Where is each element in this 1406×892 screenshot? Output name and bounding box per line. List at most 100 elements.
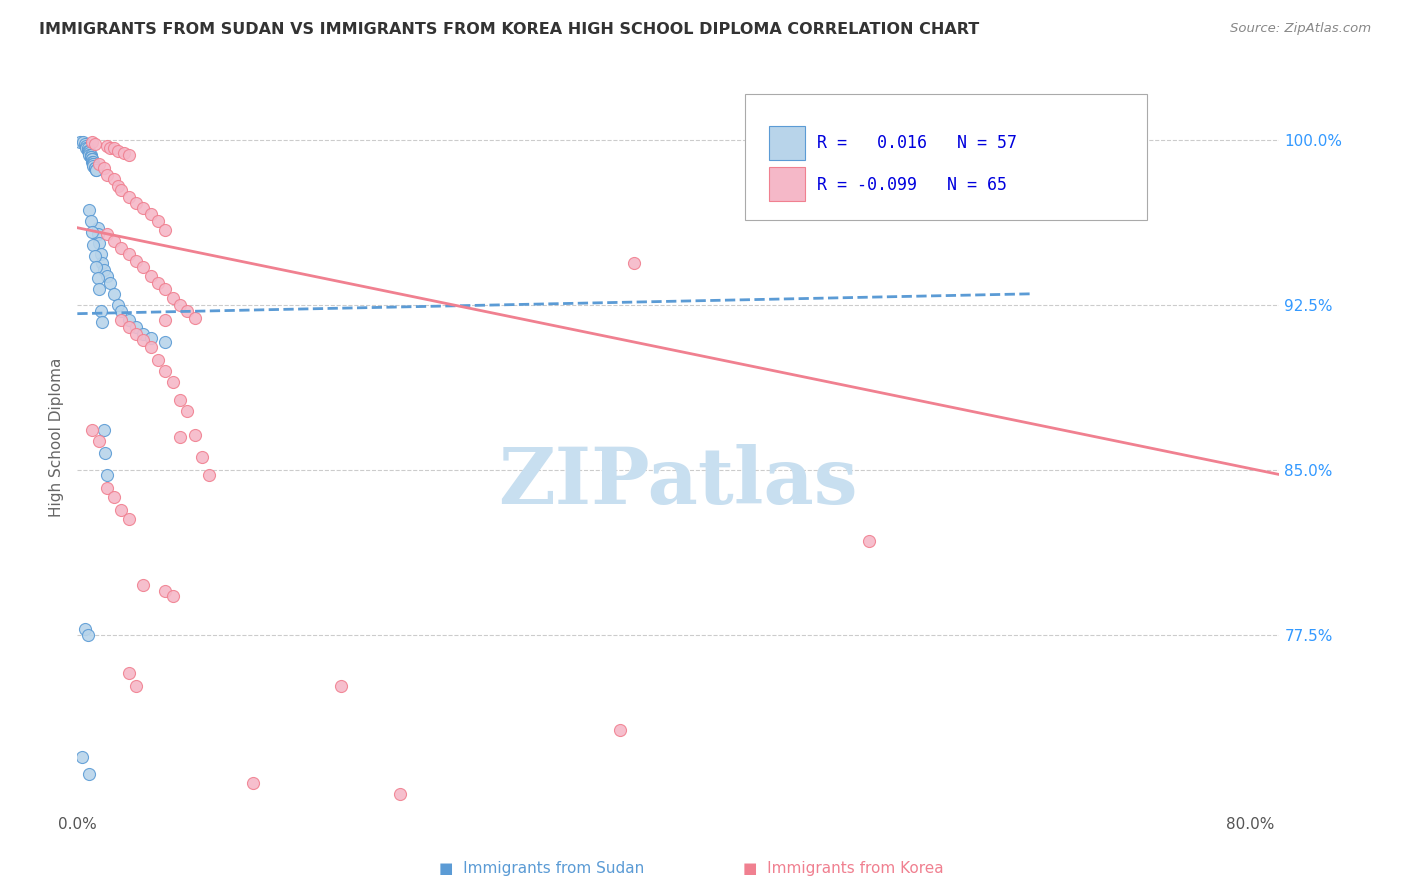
Point [117,511,139,525]
Point [80,424,103,438]
Point [110,304,132,318]
Point [89,157,111,171]
Point [82,154,104,169]
Point [76,628,98,642]
Point [91,316,114,330]
Point [91,256,114,270]
Point [96,269,118,284]
Text: R = -0.099   N = 65: R = -0.099 N = 65 [817,176,1007,194]
Point [155,313,177,327]
Point [86,163,108,178]
Point [117,190,139,204]
Point [125,196,148,211]
Point [75,141,97,155]
Text: Source: ZipAtlas.com: Source: ZipAtlas.com [1230,22,1371,36]
Point [84,249,107,263]
Point [110,241,132,255]
Point [110,313,132,327]
Point [90,304,112,318]
Point [176,403,198,417]
Point [98,141,121,155]
Point [191,450,214,464]
Text: R =   0.016   N = 57: R = 0.016 N = 57 [817,134,1017,152]
Point [77,144,100,158]
Text: ZIPatlas: ZIPatlas [499,444,858,520]
Point [155,335,177,350]
Point [183,428,205,442]
Point [139,207,162,221]
Point [110,503,132,517]
Text: IMMIGRANTS FROM SUDAN VS IMMIGRANTS FROM KOREA HIGH SCHOOL DIPLOMA CORRELATION C: IMMIGRANTS FROM SUDAN VS IMMIGRANTS FROM… [39,22,980,37]
Point [112,145,135,160]
Point [89,434,111,449]
Point [86,163,108,178]
Point [139,269,162,284]
Point [80,153,103,167]
Point [162,375,184,389]
Point [132,326,155,341]
Point [609,723,631,738]
Point [93,161,115,176]
Point [155,364,177,378]
Point [155,282,177,296]
Point [107,298,129,312]
Point [198,467,221,482]
Point [76,144,98,158]
Point [117,313,139,327]
Point [84,161,107,176]
Point [84,161,107,176]
Point [90,247,112,261]
Point [176,304,198,318]
Point [125,326,148,341]
Point [162,589,184,603]
Point [75,139,97,153]
Point [77,145,100,160]
Point [79,214,101,228]
Point [132,201,155,215]
Point [70,749,93,764]
FancyBboxPatch shape [769,168,804,201]
Point [82,238,104,252]
Point [125,679,148,693]
Y-axis label: High School Diploma: High School Diploma [49,358,65,516]
Point [73,136,96,151]
Point [89,282,111,296]
Point [96,481,118,495]
Point [69,135,91,149]
Point [93,424,115,438]
Point [87,271,110,285]
Point [139,331,162,345]
Point [77,148,100,162]
Point [146,353,169,368]
Point [76,141,98,155]
Point [96,467,118,482]
Point [103,490,125,504]
Point [80,153,103,167]
Point [242,776,264,790]
Point [87,220,110,235]
FancyBboxPatch shape [769,126,804,160]
Point [132,260,155,275]
Point [96,227,118,242]
Point [103,141,125,155]
Point [117,319,139,334]
Text: ■  Immigrants from Sudan: ■ Immigrants from Sudan [439,861,644,876]
Text: ■  Immigrants from Korea: ■ Immigrants from Korea [744,861,943,876]
Point [110,183,132,197]
Point [155,584,177,599]
Point [77,767,100,781]
Point [125,319,148,334]
Point [82,159,104,173]
Point [330,679,353,693]
Point [169,298,191,312]
Point [94,445,117,459]
Point [93,262,115,277]
Point [117,148,139,162]
Point [84,136,107,151]
Point [82,157,104,171]
Point [79,150,101,164]
Point [98,276,121,290]
Point [86,260,108,275]
Point [96,168,118,182]
Point [107,144,129,158]
